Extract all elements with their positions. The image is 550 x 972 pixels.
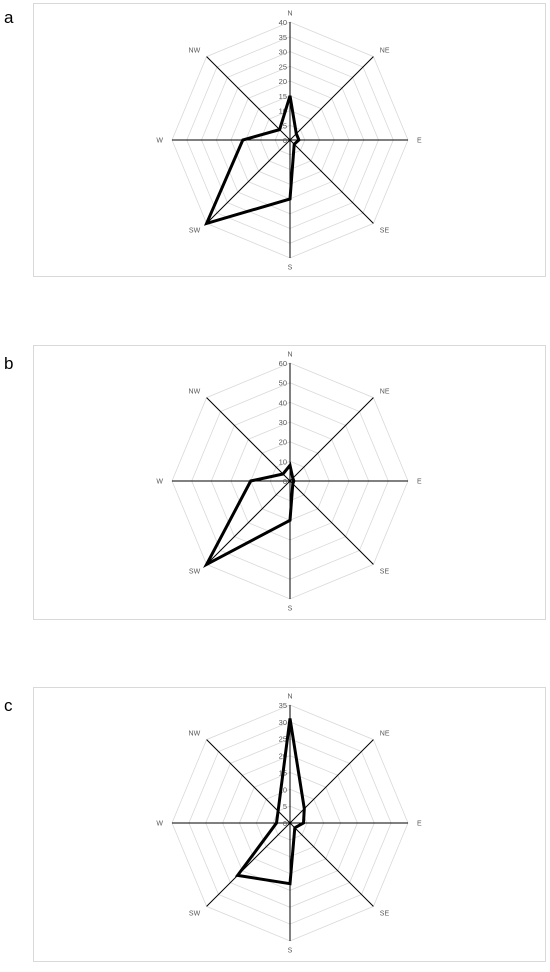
category-label-ne: NE: [380, 48, 390, 55]
category-label-se: SE: [380, 910, 390, 917]
category-label-nw: NW: [189, 389, 201, 396]
tick-label: 25: [279, 62, 287, 71]
category-label-se: SE: [380, 227, 390, 234]
tick-label: 20: [279, 438, 287, 447]
category-label-sw: SW: [189, 227, 201, 234]
tick-label: 50: [279, 379, 287, 388]
category-label-n: N: [287, 352, 292, 359]
axis-spoke: [207, 481, 290, 564]
tick-label: 0: [283, 136, 287, 145]
axis-spoke: [207, 398, 290, 481]
category-label-se: SE: [380, 568, 390, 575]
tick-label: 5: [283, 121, 287, 130]
category-label-s: S: [288, 948, 293, 955]
category-label-e: E: [417, 821, 422, 828]
tick-label: 30: [279, 718, 287, 727]
series-line: [238, 719, 305, 884]
axis-spoke: [290, 740, 373, 823]
category-label-sw: SW: [189, 910, 201, 917]
category-label-sw: SW: [189, 568, 201, 575]
tick-label: 30: [279, 48, 287, 57]
tick-label: 5: [283, 802, 287, 811]
tick-label: 0: [283, 477, 287, 486]
category-label-ne: NE: [380, 731, 390, 738]
axis-spoke: [290, 481, 373, 564]
tick-label: 40: [279, 398, 287, 407]
axis-spoke: [290, 398, 373, 481]
category-label-w: W: [156, 479, 163, 486]
category-label-nw: NW: [189, 731, 201, 738]
category-label-w: W: [156, 821, 163, 828]
radar-chart-b: 0 10 20 30 40 50 60N NE E SE S SW W NW: [0, 340, 550, 630]
tick-label: 0: [283, 819, 287, 828]
category-label-s: S: [288, 265, 293, 272]
tick-label: 30: [279, 418, 287, 427]
category-label-ne: NE: [380, 389, 390, 396]
tick-label: 15: [279, 92, 287, 101]
tick-label: 10: [279, 457, 287, 466]
category-label-e: E: [417, 479, 422, 486]
series-line: [207, 96, 299, 224]
category-label-s: S: [288, 606, 293, 613]
category-label-e: E: [417, 138, 422, 145]
axis-spoke: [290, 823, 373, 906]
axis-spoke: [207, 823, 290, 906]
category-label-n: N: [287, 11, 292, 18]
tick-label: 20: [279, 77, 287, 86]
tick-label: 35: [279, 33, 287, 42]
category-label-nw: NW: [189, 48, 201, 55]
tick-label: 40: [279, 18, 287, 27]
category-label-w: W: [156, 138, 163, 145]
tick-label: 60: [279, 359, 287, 368]
category-label-n: N: [287, 694, 292, 701]
tick-label: 35: [279, 701, 287, 710]
